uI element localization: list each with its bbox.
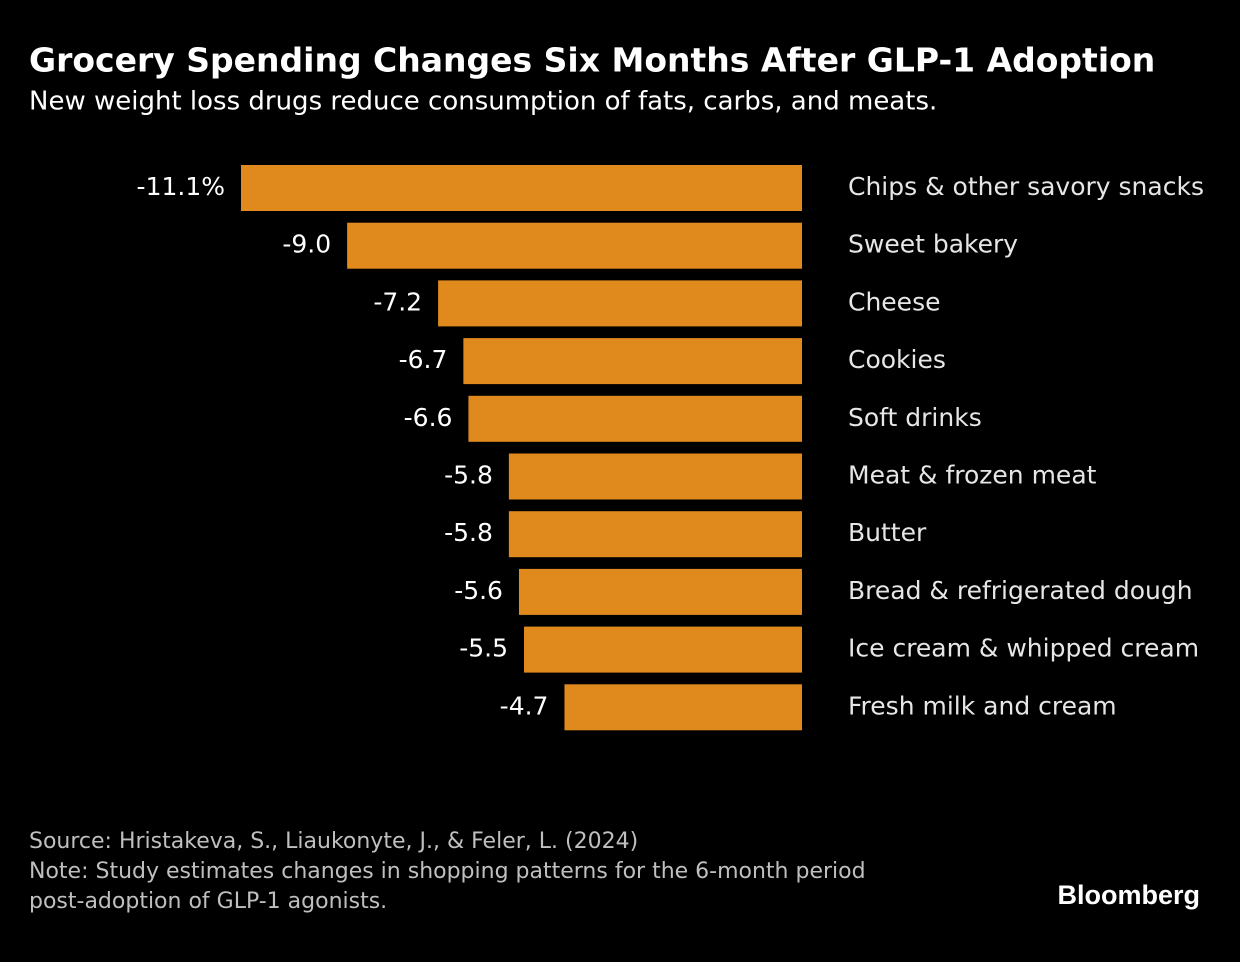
value-label: -5.6 — [454, 576, 503, 605]
source: Source: Hristakeva, S., Liaukonyte, J., … — [29, 829, 638, 854]
chart-subtitle: New weight loss drugs reduce consumption… — [29, 87, 937, 117]
category-label: Cheese — [848, 287, 940, 316]
bar — [468, 395, 802, 442]
value-label: -5.5 — [459, 634, 508, 663]
category-label: Sweet bakery — [848, 230, 1018, 259]
bar — [508, 511, 802, 558]
category-label: Fresh milk and cream — [848, 691, 1117, 720]
category-label: Butter — [848, 518, 927, 547]
bar — [463, 338, 802, 385]
category-label: Bread & refrigerated dough — [848, 576, 1193, 605]
bar — [564, 684, 802, 731]
bar — [508, 453, 802, 500]
bar — [438, 280, 802, 327]
bar — [241, 165, 802, 211]
category-label: Meat & frozen meat — [848, 461, 1097, 490]
bar — [347, 222, 802, 269]
note: post-adoption of GLP-1 agonists. — [29, 889, 387, 914]
brand-logo: Bloomberg — [1057, 880, 1200, 910]
bar — [518, 568, 802, 615]
value-label: -5.8 — [444, 518, 493, 547]
value-label: -5.8 — [444, 461, 493, 490]
category-label: Chips & other savory snacks — [848, 172, 1204, 201]
category-label: Soft drinks — [848, 403, 982, 432]
value-label: -11.1% — [137, 172, 225, 201]
value-label: -6.7 — [399, 345, 448, 374]
value-label: -9.0 — [282, 230, 331, 259]
category-label: Ice cream & whipped cream — [848, 634, 1199, 663]
value-label: -4.7 — [500, 691, 549, 720]
category-label: Cookies — [848, 345, 946, 374]
value-label: -6.6 — [404, 403, 453, 432]
note: Note: Study estimates changes in shoppin… — [29, 859, 866, 884]
bar — [524, 626, 802, 673]
chart-title: Grocery Spending Changes Six Months Afte… — [29, 41, 1155, 80]
value-label: -7.2 — [373, 287, 422, 316]
